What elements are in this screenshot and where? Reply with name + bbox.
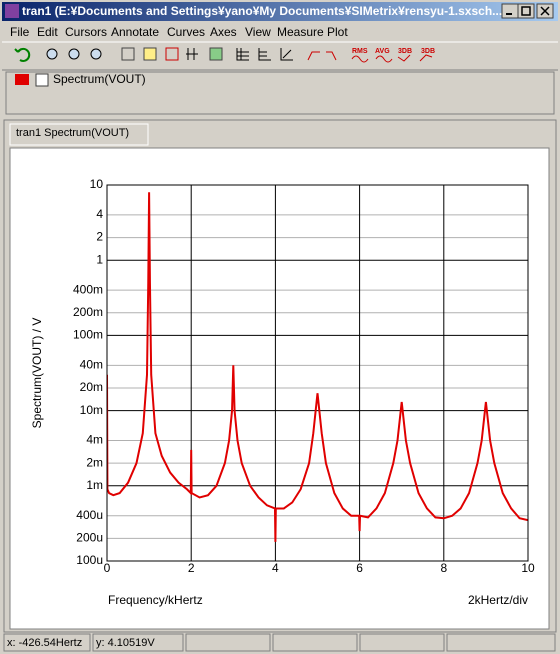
status-cell: [92, 633, 184, 652]
legend-swatch: [15, 74, 29, 85]
annotate-icon[interactable]: [143, 47, 157, 61]
zoom-in-icon[interactable]: [68, 48, 80, 60]
window-buttons[interactable]: [501, 3, 554, 19]
y-tick-label: 1m: [86, 478, 103, 492]
menu-item[interactable]: Cursors: [65, 25, 107, 39]
y-tick-label: 4m: [86, 433, 103, 447]
menu-item[interactable]: Curves: [167, 25, 205, 39]
x-tick-label: 2: [188, 561, 195, 575]
legend-checkbox[interactable]: [35, 73, 49, 87]
status-cell: [272, 633, 358, 652]
status-cell: [185, 633, 271, 652]
title-bar: [2, 2, 558, 21]
y-tick-label: 100m: [73, 328, 103, 342]
plot-frame: [106, 184, 529, 562]
x-tick-label: 0: [104, 561, 111, 575]
toolbar-label[interactable]: 3DB: [398, 48, 412, 55]
menu-item[interactable]: Plot: [327, 25, 348, 39]
status-cell: [359, 633, 445, 652]
y-tick-label: 100u: [76, 553, 103, 567]
y-tick-label: 10: [90, 177, 104, 191]
menu-item[interactable]: View: [245, 25, 271, 39]
log-icon[interactable]: [280, 48, 293, 61]
delete-icon[interactable]: [209, 47, 223, 61]
y-tick-label: 400m: [73, 282, 103, 296]
status-y: y: 4.10519V: [96, 637, 155, 649]
x-tick-label: 8: [440, 561, 447, 575]
minimize-button[interactable]: [501, 3, 519, 19]
close-glyph: [540, 6, 550, 16]
y-tick-label: 1: [96, 252, 103, 266]
curve-icon[interactable]: [186, 48, 198, 60]
toolbar: RMS AVG 3DB 3DB: [14, 47, 435, 63]
status-cell: [446, 633, 556, 652]
label-icon[interactable]: [165, 47, 179, 61]
x-tick-label: 4: [272, 561, 279, 575]
axes-icon[interactable]: [236, 48, 249, 61]
measure-wave: [351, 54, 433, 63]
plot-area: [9, 147, 550, 630]
undo-icon[interactable]: [14, 47, 31, 62]
maximize-glyph: [521, 6, 531, 16]
status-cell: [3, 633, 91, 652]
toolbar-label[interactable]: 3DB: [421, 48, 435, 55]
y-tick-label: 200u: [76, 531, 103, 545]
menu-item[interactable]: Axes: [210, 25, 237, 39]
legend-label: Spectrum(VOUT): [53, 72, 146, 86]
app-icon: [5, 4, 19, 18]
status-x: x: -426.54Hertz: [7, 637, 82, 649]
y-tick-label: 10m: [80, 403, 103, 417]
measure-icon[interactable]: [307, 51, 337, 61]
legend-panel: [5, 71, 555, 115]
zoom-out-icon[interactable]: [90, 48, 102, 60]
window-title: tran1 (E:¥Documents and Settings¥yano¥My…: [22, 4, 502, 18]
menu-item[interactable]: Edit: [37, 25, 58, 39]
y-tick-label: 20m: [80, 380, 103, 394]
annotation: 2kHertz/div: [468, 593, 528, 607]
series-line: [107, 192, 528, 542]
maximize-button[interactable]: [517, 3, 535, 19]
menu-item[interactable]: Measure: [277, 25, 324, 39]
menu-item[interactable]: File: [10, 25, 30, 39]
menu-bar: File Edit Cursors Annotate Curves Axes View Mea…: [10, 25, 348, 39]
y-tick-label: 4: [96, 207, 103, 221]
x-tick-label: 6: [356, 561, 363, 575]
grid-icon[interactable]: [258, 48, 271, 61]
y-tick-label: 40m: [80, 357, 103, 371]
y-tick-label: 2: [96, 230, 103, 244]
toolbar-label[interactable]: RMS: [352, 48, 368, 55]
y-tick-label: 400u: [76, 508, 103, 522]
y-tick-label: 200m: [73, 305, 103, 319]
menu-item[interactable]: Annotate: [111, 25, 159, 39]
x-tick-label: 10: [521, 561, 535, 575]
tab[interactable]: [9, 123, 149, 146]
y-tick-label: 2m: [86, 455, 103, 469]
x-axis-label: Frequency/kHertz: [108, 593, 203, 607]
tab-label[interactable]: tran1 Spectrum(VOUT): [16, 127, 129, 139]
cursor-icon[interactable]: [121, 47, 135, 61]
toolbar-label[interactable]: AVG: [375, 48, 390, 55]
y-axis-label: Spectrum(VOUT) / V: [30, 318, 44, 429]
zoom-icon[interactable]: [46, 48, 58, 60]
